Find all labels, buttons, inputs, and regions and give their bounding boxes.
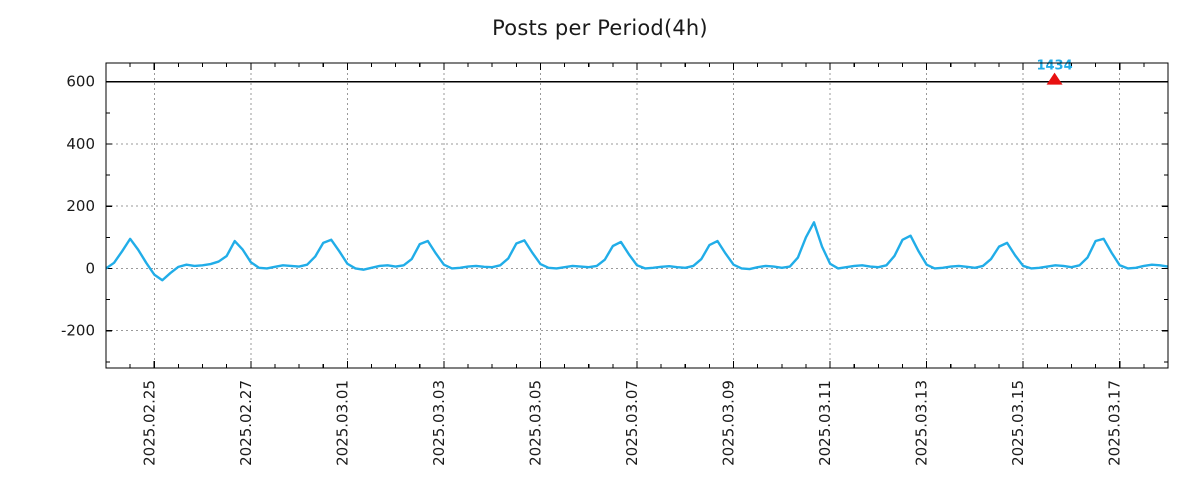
peak-marker-triangle-icon <box>1046 72 1063 85</box>
x-tick-label: 2025.03.01 <box>333 380 351 466</box>
x-tick-label: 2025.03.03 <box>430 380 448 466</box>
y-tick-label: 600 <box>66 73 95 91</box>
plot-border <box>105 62 1169 369</box>
x-tick-label: 2025.03.13 <box>913 380 931 466</box>
y-tick-label: 200 <box>66 197 95 215</box>
x-tick-label: 2025.03.05 <box>526 380 544 466</box>
gridlines-layer <box>106 63 1168 368</box>
axis-ticks-layer <box>105 63 1169 368</box>
data-line <box>106 221 1168 282</box>
peak-value-label: 1434 <box>1036 59 1072 74</box>
x-tick-label: 2025.03.15 <box>1009 380 1027 466</box>
y-tick-label: -200 <box>61 322 95 340</box>
y-axis-labels: -200 0 200 400 600 <box>61 73 95 340</box>
plot-frame <box>105 62 1169 369</box>
data-series-layer <box>106 221 1168 282</box>
y-tick-label: 400 <box>66 135 95 153</box>
x-tick-label: 2025.03.09 <box>720 380 738 466</box>
x-tick-label: 2025.03.17 <box>1106 380 1124 466</box>
chart-title: Posts per Period(4h) <box>492 16 708 40</box>
x-tick-label: 2025.03.11 <box>816 380 834 466</box>
x-axis-labels: 2025.02.25 2025.02.27 2025.03.01 2025.03.03… <box>140 380 1123 466</box>
x-tick-label: 2025.02.27 <box>237 380 255 466</box>
x-tick-label: 2025.02.25 <box>140 380 158 466</box>
x-tick-label: 2025.03.07 <box>623 380 641 466</box>
y-tick-label: 0 <box>85 259 95 277</box>
